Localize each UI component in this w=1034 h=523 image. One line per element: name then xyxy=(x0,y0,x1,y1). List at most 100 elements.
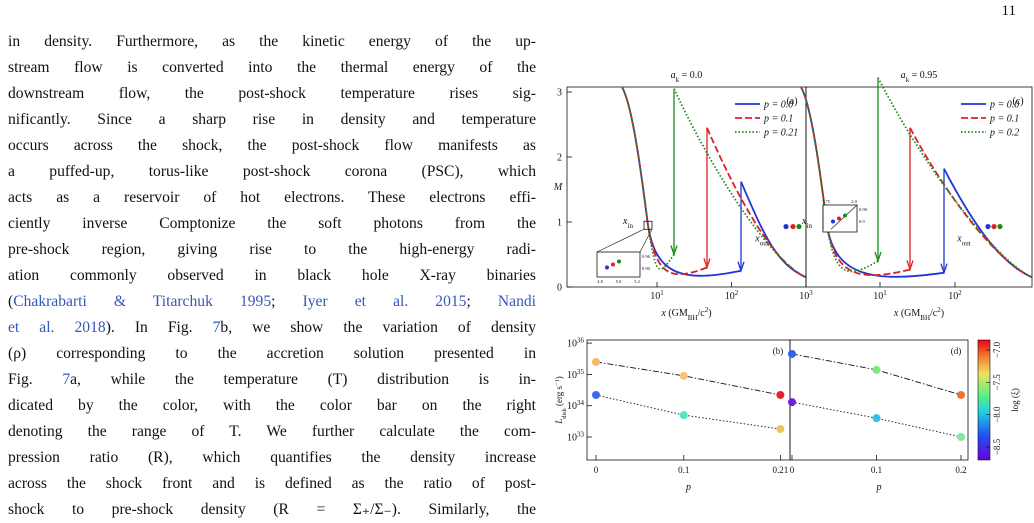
post-shock-curve xyxy=(621,86,742,277)
trend-line xyxy=(595,361,781,396)
post-shock-curve xyxy=(621,86,675,270)
text-span: Fig. xyxy=(8,371,63,388)
pre-shock-curve xyxy=(706,127,807,279)
x-tick-label: 0.2 xyxy=(955,465,966,475)
text-column: in density. Furthermore, as the kinetic … xyxy=(8,29,536,523)
text-part: k xyxy=(906,76,910,84)
tick-exponent: 35 xyxy=(577,368,585,376)
text-span: pression ratio (R), which quantifies the… xyxy=(8,449,536,466)
text-line: acts as a reservoir of hot electrons. Th… xyxy=(8,185,536,211)
panel-label: (c) xyxy=(1012,96,1023,107)
text-line: Fig. 7a, while the temperature (T) distr… xyxy=(8,367,536,393)
colorbar xyxy=(977,339,991,461)
text-span: in density. Furthermore, as the kinetic … xyxy=(8,33,536,50)
y-tick-label: 3 xyxy=(557,88,562,99)
y-tick-label: 1033 xyxy=(567,431,585,444)
legend-label: p = 0.21 xyxy=(763,128,798,139)
panel-label: (a) xyxy=(786,96,797,107)
x-in-marker xyxy=(643,220,653,230)
tick-exponent: 33 xyxy=(577,431,585,439)
colorbar-label: log (ξ) xyxy=(1010,388,1020,412)
data-point xyxy=(776,390,785,399)
text-line: ation commonly observed in black hole X-… xyxy=(8,263,536,289)
y-axis-label: Ldisk (erg s−1) xyxy=(554,376,568,425)
text-line: a puffed-up, torus-like post-shock coron… xyxy=(8,159,536,185)
inset-tick-label: 0.98 xyxy=(859,207,868,212)
text-span: (ρ) corresponding to the accretion solut… xyxy=(8,345,536,362)
inset-tick-label: 5.0 xyxy=(616,279,622,284)
text-part: (GM xyxy=(666,308,688,319)
citation-link[interactable]: Chakrabarti & Titarchuk 1995 xyxy=(13,293,272,310)
text-part: −1 xyxy=(554,379,561,386)
x-out-point xyxy=(985,223,991,230)
text-part: 2 xyxy=(705,306,709,314)
text-line: ciently inverse Comptonize the soft phot… xyxy=(8,211,536,237)
legend-label: p = 0.2 xyxy=(989,128,1019,139)
text-span: denoting the range of T. We further calc… xyxy=(8,423,536,440)
y-tick-label: 1036 xyxy=(567,337,585,350)
text-part: BH xyxy=(688,314,698,322)
page-number: 11 xyxy=(1001,3,1016,19)
data-point xyxy=(776,425,785,434)
post-shock-curve xyxy=(800,86,879,273)
citation-link[interactable]: 7 xyxy=(212,319,221,336)
panel-frame xyxy=(789,339,969,461)
tick-base: 10 xyxy=(799,291,809,302)
pre-shock-curve xyxy=(943,168,1033,279)
text-part: a xyxy=(901,70,906,81)
panel-title: ak = 0.0 xyxy=(671,70,703,84)
text-part: x xyxy=(801,216,807,227)
trend-line xyxy=(595,394,781,430)
data-point xyxy=(592,390,600,399)
x-tick-label: 0 xyxy=(594,465,599,475)
text-part: /c xyxy=(698,308,706,319)
text-part: x xyxy=(622,216,628,227)
text-span: ). In Fig. xyxy=(105,319,213,336)
x-tick-label: 0 xyxy=(790,465,795,475)
pre-shock-curve xyxy=(673,88,807,279)
text-span: acts as a reservoir of hot electrons. Th… xyxy=(8,189,536,206)
tick-exponent: 1 xyxy=(660,289,664,297)
citation-link[interactable]: et al. 2018 xyxy=(8,319,106,336)
post-shock-curve xyxy=(800,86,945,278)
citation-link[interactable]: Nandi xyxy=(497,293,537,310)
data-point xyxy=(788,398,796,407)
text-span: occurs across the shock, the post-shock … xyxy=(8,137,536,154)
inset-point xyxy=(617,259,621,264)
colorbar-tick-label: −7.5 xyxy=(992,374,1002,391)
text-span: a puffed-up, torus-like post-shock coron… xyxy=(8,163,536,180)
inset-tick-label: 0.9 xyxy=(859,219,865,224)
inset-tick-label: 0.96 xyxy=(642,254,651,259)
pre-shock-curve xyxy=(740,181,807,279)
text-line: pre-shock region, giving rise to the hig… xyxy=(8,237,536,263)
x-axis-label: x (GMBH/c2) xyxy=(893,306,944,322)
x-out-point xyxy=(796,223,802,230)
inset-connector xyxy=(596,228,645,253)
legend-label: p = 0.1 xyxy=(989,114,1019,125)
shock-arrow xyxy=(703,258,711,270)
colorbar-tick-label: −8.5 xyxy=(992,438,1002,455)
shock-arrow xyxy=(940,263,948,275)
text-part: in xyxy=(628,222,634,230)
text-line: across the shock front and is defined as… xyxy=(8,471,536,497)
text-line: et al. 2018). In Fig. 7b, we show the va… xyxy=(8,315,536,341)
text-part: BH xyxy=(920,314,930,322)
inset-point xyxy=(605,265,609,270)
pre-shock-curve xyxy=(909,127,1033,279)
data-point xyxy=(957,433,965,441)
inset-point xyxy=(611,262,615,267)
inset-connector xyxy=(639,229,653,253)
citation-link[interactable]: Iyer et al. 2015 xyxy=(302,293,467,310)
text-span: b, we show the variation of density xyxy=(220,319,536,336)
text-part: (erg s xyxy=(554,385,564,408)
tick-base: 10 xyxy=(567,370,577,381)
tick-exponent: 2 xyxy=(735,289,739,297)
text-span: ; xyxy=(466,293,498,310)
citation-link[interactable]: 7 xyxy=(62,371,71,388)
inset-tick-label: 4.8 xyxy=(597,279,603,284)
x-axis-label: p xyxy=(685,482,691,493)
text-part: /c xyxy=(930,308,938,319)
tick-exponent: 34 xyxy=(577,399,585,407)
data-point xyxy=(788,349,796,358)
text-line: occurs across the shock, the post-shock … xyxy=(8,133,536,159)
